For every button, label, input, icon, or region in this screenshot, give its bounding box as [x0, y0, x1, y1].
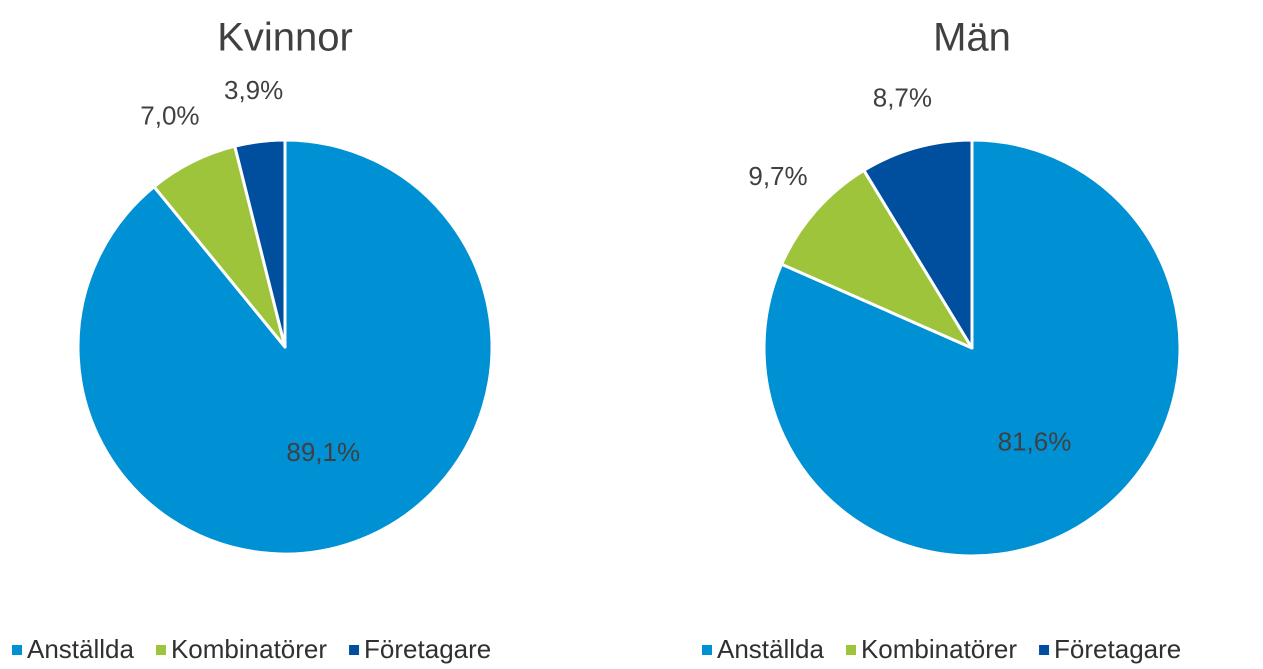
legend-marker [155, 645, 166, 655]
legend-label: Anställda [717, 634, 824, 664]
pie-slice [762, 138, 1182, 558]
legend-label: Företagare [364, 634, 491, 664]
pie-slice [233, 138, 287, 349]
legend-marker [349, 645, 360, 655]
legend-label: Kombinatörer [171, 634, 327, 664]
legend-label: Anställda [27, 634, 134, 664]
legend-marker [1039, 645, 1050, 655]
legend-marker [12, 645, 22, 655]
legend-label: Kombinatörer [861, 634, 1017, 664]
legend-marker [702, 645, 712, 655]
legend-marker [845, 645, 856, 655]
data-label: 81,6% [998, 427, 1072, 457]
chart-title: Kvinnor [217, 16, 353, 60]
data-label: 89,1% [286, 437, 360, 467]
data-label: 7,0% [140, 100, 199, 130]
data-label: 3,9% [224, 75, 283, 105]
chart-title: Män [933, 16, 1011, 60]
legend-label: Företagare [1054, 634, 1181, 664]
pie-slice [780, 168, 974, 350]
pie-slice [862, 138, 974, 350]
data-label: 8,7% [873, 83, 932, 113]
data-label: 9,7% [748, 161, 807, 191]
